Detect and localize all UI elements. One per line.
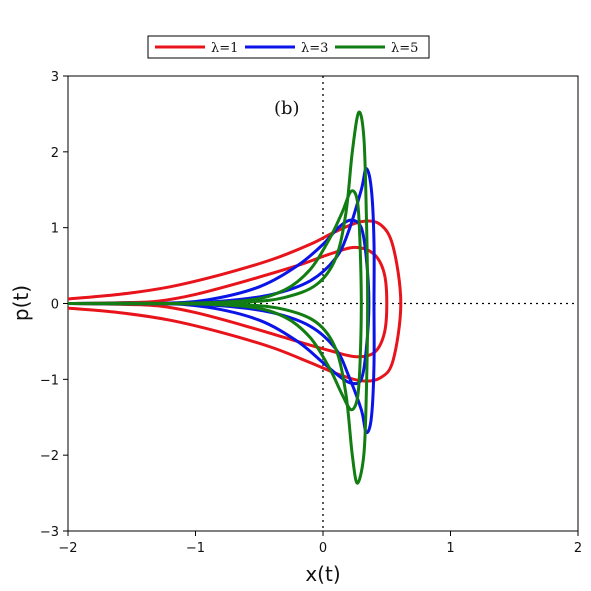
x-tick-label: −1 [186, 541, 205, 556]
legend-label-lambda-1: λ=1 [211, 41, 238, 56]
panel-label: (b) [274, 98, 300, 119]
series-line-lambda-1-curve-2 [68, 245, 389, 359]
series-line-lambda-5-curve-1 [68, 189, 363, 412]
y-tick-label: 3 [51, 70, 59, 85]
x-tick-label: −2 [58, 541, 77, 556]
y-tick-label: 0 [51, 298, 59, 313]
legend: λ=1 λ=3 λ=5 [147, 35, 430, 59]
series-line-lambda-3-curve-2 [68, 167, 376, 435]
y-tick-label: −3 [40, 525, 59, 540]
x-axis-title: x(t) [305, 562, 340, 586]
legend-label-lambda-5: λ=5 [391, 41, 418, 56]
series-group [68, 110, 403, 485]
series-line-lambda-5-curve-2 [68, 110, 370, 485]
series-line-lambda-1-curve-1 [68, 219, 403, 383]
x-tick-label: 2 [574, 541, 582, 556]
y-axis-title: p(t) [9, 285, 33, 321]
y-tick-label: −1 [40, 373, 59, 388]
y-tick-label: 1 [51, 222, 59, 237]
x-tick-label: 1 [446, 541, 454, 556]
y-tick-label: 2 [51, 146, 59, 161]
x-tick-label: 0 [319, 541, 327, 556]
legend-label-lambda-3: λ=3 [301, 41, 328, 56]
y-tick-label: −2 [40, 449, 59, 464]
